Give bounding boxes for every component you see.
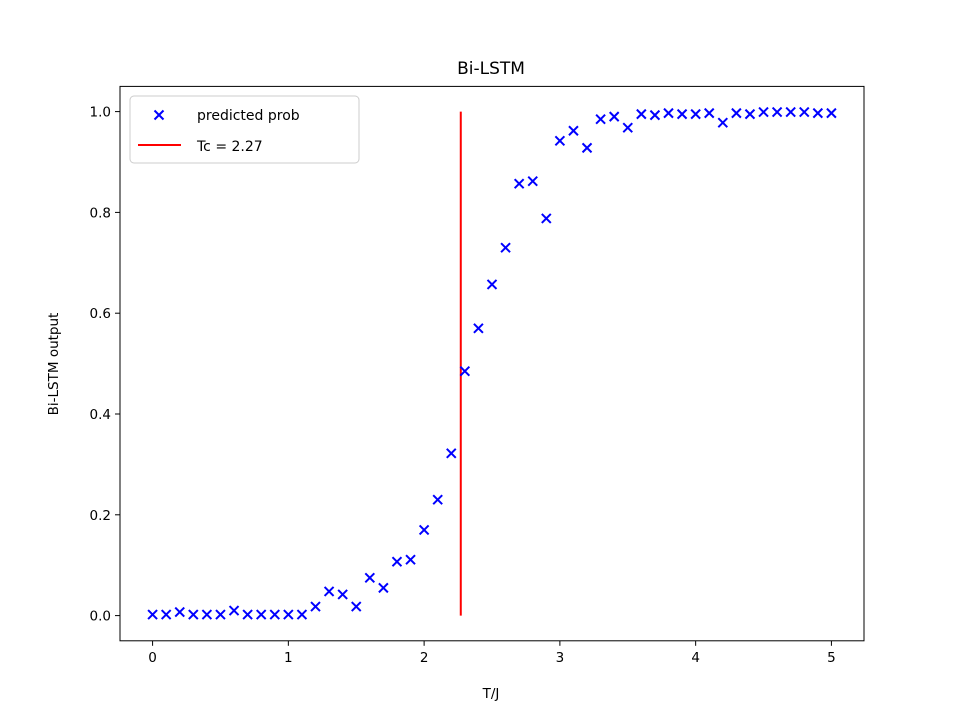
data-point <box>799 106 810 118</box>
legend: predicted prob Tc = 2.27 <box>129 95 360 164</box>
y-tick-label: 0.4 <box>90 407 111 423</box>
chart-title: Bi-LSTM <box>457 59 525 79</box>
data-point <box>283 609 294 620</box>
data-point <box>378 582 389 594</box>
data-point <box>649 109 661 121</box>
legend-label-predicted: predicted prob <box>197 108 300 124</box>
x-tick-label: 5 <box>827 650 836 666</box>
data-point <box>228 605 240 616</box>
data-point <box>174 606 185 618</box>
legend-label-tc: Tc = 2.27 <box>196 139 263 155</box>
y-tick-label: 1.0 <box>90 105 111 121</box>
y-tick-label: 0.0 <box>90 609 111 625</box>
plot-marks <box>147 106 837 620</box>
data-point <box>188 609 199 620</box>
axis-ticks: 0 1 2 3 4 5 0.0 0.2 0.4 0.6 0.8 1.0 <box>90 105 836 666</box>
data-point <box>717 117 729 128</box>
data-point <box>310 601 321 612</box>
data-point <box>351 601 362 612</box>
data-point <box>554 135 566 147</box>
data-point <box>296 609 308 620</box>
data-point <box>473 323 484 334</box>
data-point <box>147 609 158 620</box>
data-point <box>459 365 471 377</box>
data-point <box>608 111 620 122</box>
x-tick-label: 0 <box>148 650 157 666</box>
data-point <box>595 113 606 125</box>
data-point <box>160 609 172 620</box>
x-tick-label: 1 <box>284 650 293 666</box>
data-point <box>337 589 348 600</box>
data-point <box>323 586 335 597</box>
data-point <box>215 609 226 620</box>
data-point <box>418 524 430 536</box>
data-point <box>391 556 403 567</box>
data-point <box>731 107 742 119</box>
data-point <box>704 107 715 119</box>
data-point <box>446 448 457 459</box>
legend-box <box>129 95 360 164</box>
x-tick-label: 2 <box>420 650 429 666</box>
data-point <box>541 213 552 224</box>
data-point <box>812 107 824 119</box>
data-point <box>201 609 213 620</box>
data-point <box>690 108 701 120</box>
data-point <box>255 609 267 620</box>
data-point <box>527 175 538 187</box>
data-point <box>242 609 253 620</box>
data-point <box>581 142 593 154</box>
y-tick-label: 0.8 <box>90 205 111 221</box>
data-point <box>636 108 647 120</box>
x-tick-label: 3 <box>556 650 565 666</box>
y-tick-label: 0.2 <box>90 508 111 524</box>
data-point <box>676 108 688 120</box>
data-point <box>364 572 376 584</box>
y-tick-label: 0.6 <box>90 306 111 322</box>
data-point <box>785 106 796 118</box>
data-point <box>486 279 498 290</box>
y-axis-label: Bi-LSTM output <box>46 313 62 416</box>
data-point <box>771 106 783 118</box>
data-point <box>269 609 280 620</box>
data-point <box>432 494 443 505</box>
data-point <box>744 108 756 120</box>
data-point <box>663 107 674 119</box>
data-point <box>513 178 525 189</box>
data-point <box>500 242 511 253</box>
legend-marker-predicted <box>153 109 165 121</box>
data-point <box>826 107 837 119</box>
data-point <box>622 122 633 133</box>
x-axis-label: T/J <box>482 686 500 702</box>
plot-frame <box>119 85 865 642</box>
data-point <box>568 125 579 136</box>
x-tick-label: 4 <box>691 650 700 666</box>
data-point <box>405 554 416 565</box>
data-point <box>758 106 769 118</box>
